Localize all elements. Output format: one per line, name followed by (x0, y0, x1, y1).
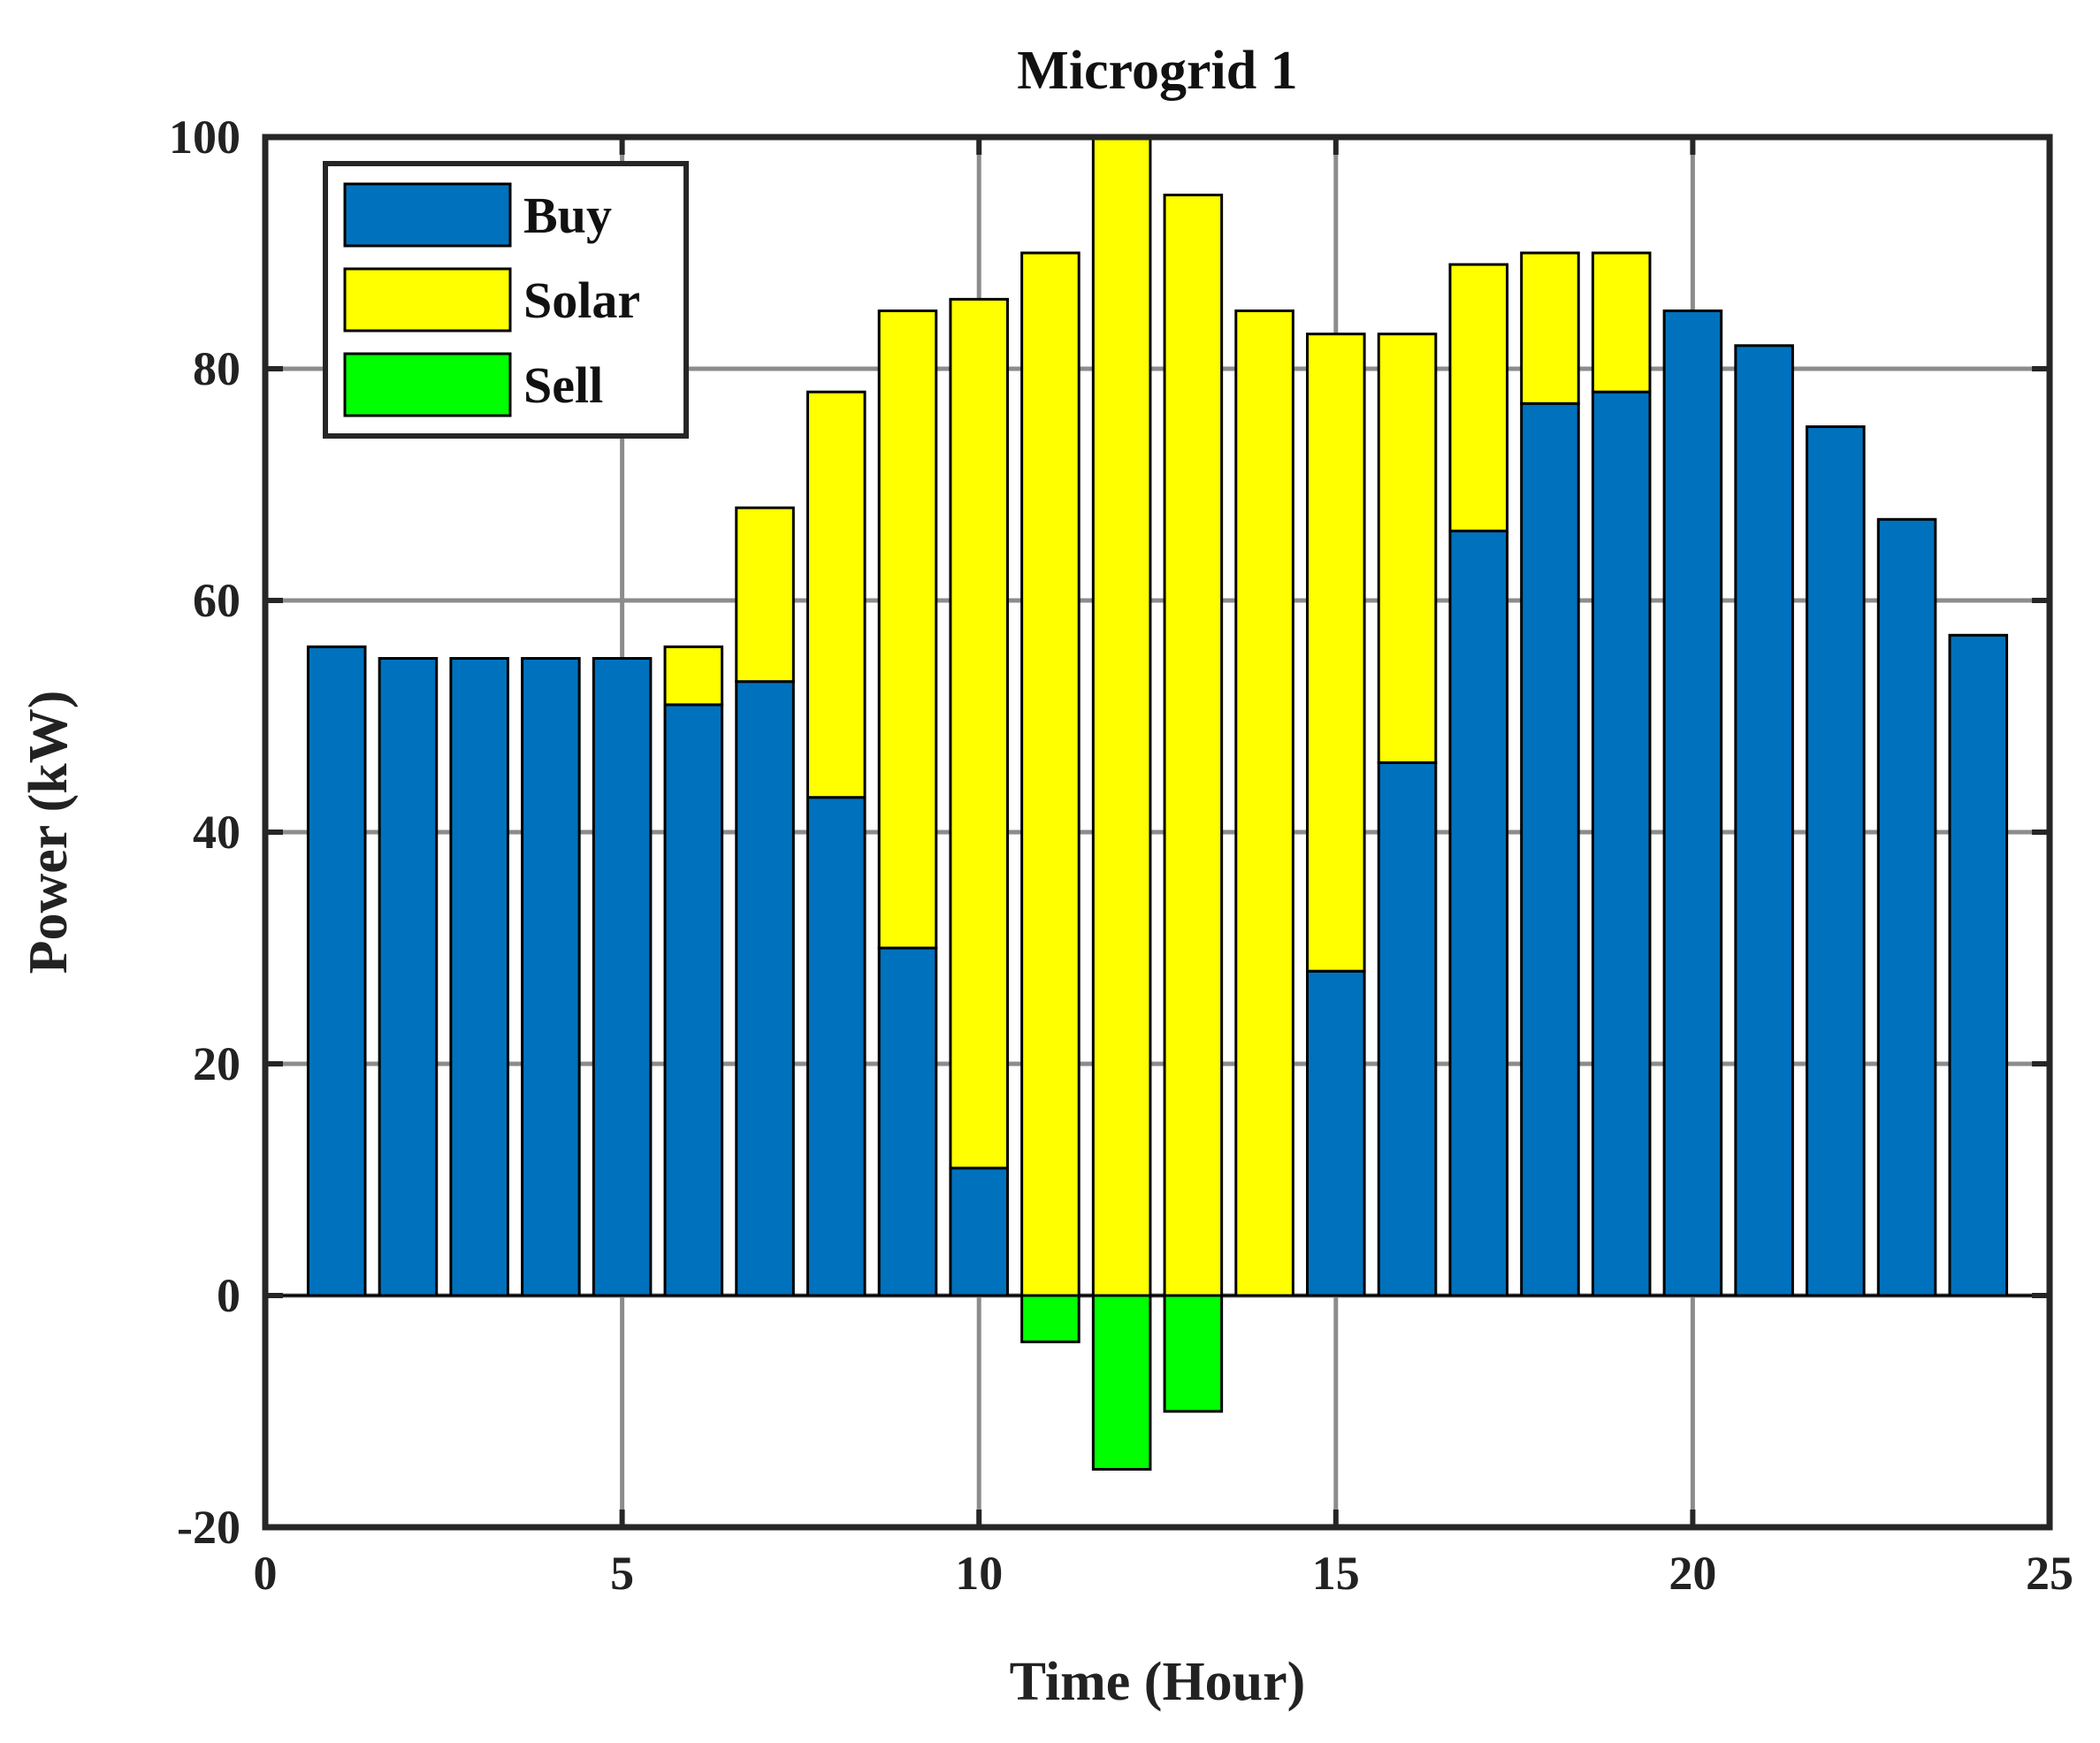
buy-bar (663, 703, 724, 1297)
legend: Buy Solar Sell (323, 161, 689, 439)
y-tick-label: -20 (177, 1501, 241, 1554)
solar-bar (1234, 310, 1294, 1297)
legend-label-buy: Buy (523, 187, 612, 244)
buy-bar (521, 657, 581, 1297)
legend-label-solar: Solar (523, 271, 640, 329)
x-tick-label: 20 (1669, 1547, 1716, 1600)
buy-bar (592, 657, 653, 1297)
solar-bar (806, 390, 867, 799)
sell-bar (1020, 1294, 1081, 1343)
solar-bar (1448, 263, 1509, 532)
buy-bar (806, 796, 867, 1297)
buy-bar (1806, 425, 1866, 1297)
sell-bar (1163, 1294, 1224, 1413)
buy-bar (877, 946, 938, 1297)
x-tick-label: 5 (610, 1547, 634, 1600)
solar-bar (949, 297, 1009, 1170)
solar-bar (1163, 194, 1224, 1297)
legend-swatch-buy (343, 182, 512, 248)
legend-label-sell: Sell (523, 356, 603, 414)
buy-bar (1306, 969, 1366, 1297)
solar-bar (877, 310, 938, 950)
legend-swatch-sell (343, 352, 512, 417)
buy-bar (306, 645, 367, 1297)
buy-bar (1377, 761, 1438, 1297)
solar-bar (1591, 251, 1652, 394)
chart-title: Microgrid 1 (1017, 41, 1297, 101)
legend-swatch-solar (343, 267, 512, 333)
x-tick-label: 10 (955, 1547, 1003, 1600)
y-tick-label: 0 (217, 1269, 241, 1322)
x-axis-label: Time (Hour) (1010, 1652, 1306, 1712)
y-tick-label: 60 (193, 574, 241, 627)
buy-bar (1448, 529, 1509, 1297)
y-tick-label: 80 (193, 342, 241, 395)
buy-bar (1948, 633, 2009, 1297)
solar-bar (1020, 251, 1081, 1297)
buy-bar (949, 1166, 1009, 1297)
solar-bar (663, 645, 724, 707)
solar-bar (1091, 135, 1152, 1297)
buy-bar (1520, 401, 1580, 1297)
buy-bar (735, 680, 795, 1297)
y-tick-label: 100 (169, 111, 241, 164)
buy-bar (378, 657, 439, 1297)
solar-bar (1377, 333, 1438, 764)
y-tick-label: 40 (193, 806, 241, 859)
buy-bar (1591, 390, 1652, 1297)
buy-bar (1734, 344, 1794, 1297)
x-tick-label: 25 (2026, 1547, 2073, 1600)
buy-bar (1876, 517, 1937, 1297)
solar-bar (735, 506, 795, 684)
y-tick-label: 20 (193, 1037, 241, 1090)
bars (306, 135, 2009, 1471)
solar-bar (1520, 251, 1580, 405)
y-axis-label: Power (kW) (19, 691, 79, 975)
buy-bar (449, 657, 509, 1297)
x-tick-label: 0 (254, 1547, 278, 1600)
buy-bar (1662, 310, 1723, 1297)
sell-bar (1091, 1294, 1152, 1471)
x-tick-label: 15 (1312, 1547, 1360, 1600)
solar-bar (1306, 333, 1366, 973)
